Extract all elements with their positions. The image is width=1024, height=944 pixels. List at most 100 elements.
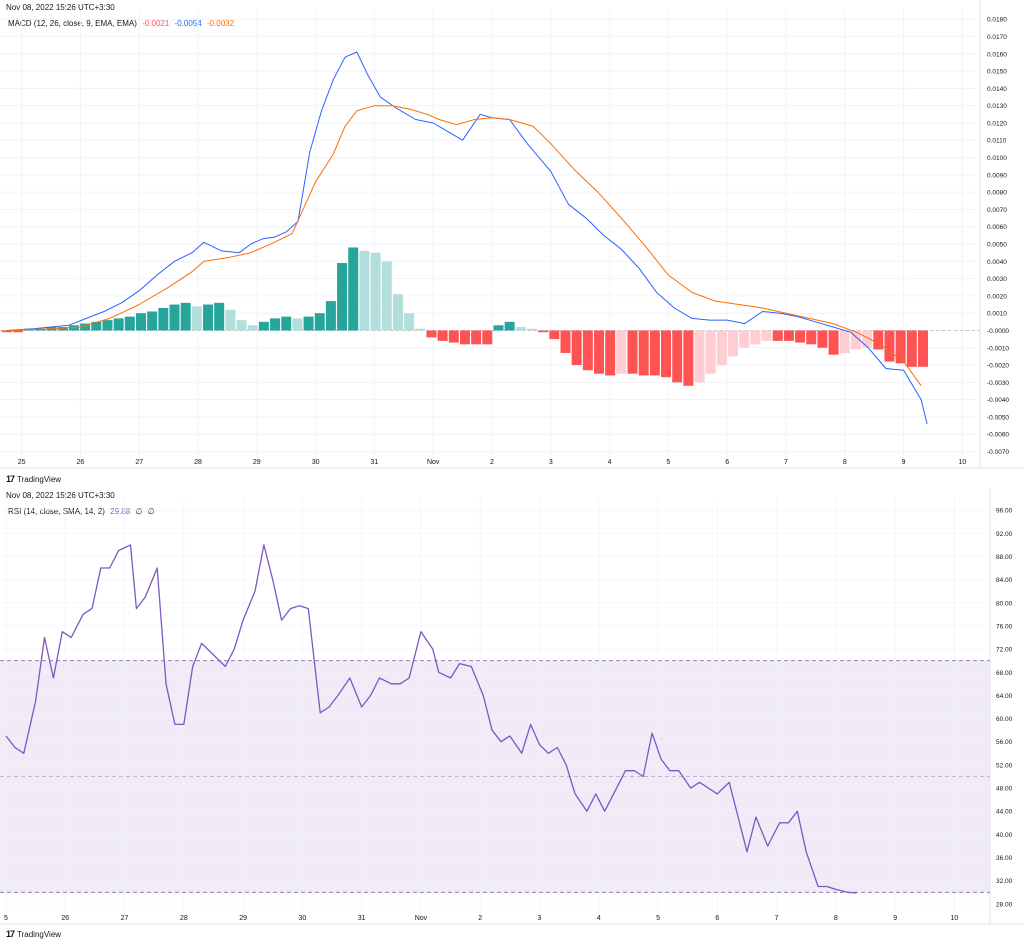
rsi-chart[interactable]: 96.00 92.00 88.00 84.00 80.00 76.00 72.00 68.00… (0, 488, 1024, 944)
rsi-x-tick-label: 5 (656, 915, 660, 922)
macd-x-tick-label: 8 (843, 459, 847, 466)
tradingview-logo-icon: 17 (6, 474, 15, 484)
macd-y-tick-label: -0.0060 (987, 432, 1009, 439)
macd-histogram-bar (113, 318, 124, 331)
macd-histogram-bar (772, 330, 783, 341)
macd-histogram-bar (191, 306, 202, 331)
macd-histogram-value: -0.0021 (142, 19, 170, 28)
macd-histogram-bar (739, 330, 750, 348)
rsi-y-tick-label: 60.00 (996, 716, 1013, 723)
macd-histogram-bar (716, 330, 727, 366)
rsi-brand: 17 TradingView (6, 929, 61, 939)
macd-legend-label: MACD (12, 26, close, 9, EMA, EMA) (8, 19, 137, 28)
macd-histogram-bar (180, 302, 191, 331)
rsi-x-tick-label: 7 (775, 915, 779, 922)
macd-y-tick-label: 0.0050 (987, 242, 1007, 249)
macd-y-tick-label: 0.0090 (987, 172, 1007, 179)
rsi-x-tick-label: 27 (121, 915, 129, 922)
macd-histogram-bar (761, 330, 772, 341)
macd-histogram-bar (482, 330, 493, 345)
macd-histogram-bar (873, 330, 884, 350)
macd-histogram-bar (135, 313, 146, 331)
macd-histogram-bar (392, 294, 403, 331)
macd-histogram-bar (839, 330, 850, 353)
macd-histogram-bar (57, 327, 68, 331)
macd-y-tick-label: 0.0070 (987, 207, 1007, 214)
macd-y-tick-label: 0.0110 (987, 138, 1007, 145)
macd-x-tick-label: 6 (725, 459, 729, 466)
rsi-y-tick-label: 64.00 (996, 693, 1013, 700)
macd-y-tick-label: 0.0170 (987, 34, 1007, 41)
macd-histogram-bar (13, 330, 24, 333)
rsi-y-tick-label: 40.00 (996, 832, 1013, 839)
rsi-panel[interactable]: Nov 08, 2022 15:26 UTC+3:30 RSI (14, clo… (0, 488, 1024, 944)
macd-y-tick-label: -0.0040 (987, 397, 1009, 404)
macd-x-tick-label: 30 (312, 459, 320, 466)
macd-histogram-bar (694, 330, 705, 383)
rsi-x-tick-label: 26 (61, 915, 69, 922)
macd-y-tick-label: 0.0100 (987, 155, 1007, 162)
macd-histogram-bar (705, 330, 716, 374)
rsi-x-tick-label: 5 (4, 915, 8, 922)
macd-y-tick-label: 0.0010 (987, 311, 1007, 318)
macd-histogram-bar (627, 330, 638, 374)
rsi-y-tick-label: 36.00 (996, 855, 1013, 862)
rsi-y-tick-label: 44.00 (996, 809, 1013, 816)
macd-histogram-bar (571, 330, 582, 366)
macd-histogram-bar (850, 330, 861, 350)
macd-histogram-bar (459, 330, 470, 345)
rsi-y-tick-label: 68.00 (996, 670, 1013, 677)
rsi-brand-label: TradingView (17, 929, 62, 939)
macd-y-tick-label: 0.0080 (987, 190, 1007, 197)
rsi-x-tick-label: 29 (239, 915, 247, 922)
macd-panel[interactable]: Nov 08, 2022 15:26 UTC+3:30 MACD (12, 26… (0, 0, 1024, 490)
macd-y-tick-label: 0.0180 (987, 17, 1007, 24)
macd-line-value: -0.0054 (174, 19, 202, 28)
rsi-value: 29.88 (110, 507, 131, 516)
macd-histogram-bar (203, 304, 214, 331)
macd-histogram-bar (314, 313, 325, 331)
rsi-y-tick-label: 92.00 (996, 531, 1013, 538)
macd-histogram-bar (817, 330, 828, 348)
macd-y-tick-label: 0.0140 (987, 86, 1007, 93)
macd-x-tick-label: 29 (253, 459, 261, 466)
macd-histogram-bar (247, 325, 258, 331)
macd-histogram-bar (605, 330, 616, 376)
rsi-legend-label: RSI (14, close, SMA, 14, 2) (8, 507, 105, 516)
macd-histogram-bar (728, 330, 739, 357)
macd-histogram-bar (526, 328, 537, 331)
macd-histogram-bar (493, 325, 504, 331)
rsi-timestamp: Nov 08, 2022 15:26 UTC+3:30 (6, 491, 115, 500)
rsi-x-tick-label: 8 (834, 915, 838, 922)
rsi-y-tick-label: 72.00 (996, 647, 1013, 654)
macd-legend[interactable]: MACD (12, 26, close, 9, EMA, EMA) -0.002… (8, 19, 237, 28)
macd-histogram-bar (594, 330, 605, 374)
macd-x-tick-label: 25 (18, 459, 26, 466)
macd-y-tick-label: 0.0060 (987, 224, 1007, 231)
macd-histogram-bar (750, 330, 761, 345)
macd-histogram-bar (884, 330, 895, 362)
macd-histogram-bar (538, 330, 549, 333)
rsi-extra-1: ∅ (135, 507, 143, 516)
macd-x-tick-label: 28 (194, 459, 202, 466)
rsi-y-tick-label: 80.00 (996, 600, 1013, 607)
macd-histogram-bar (448, 330, 459, 343)
macd-histogram-bar (560, 330, 571, 353)
macd-y-tick-label: 0.0160 (987, 51, 1007, 58)
rsi-x-tick-label: 30 (298, 915, 306, 922)
rsi-line (5, 544, 857, 894)
macd-histogram-bar (895, 330, 906, 364)
macd-histogram-bar (281, 316, 292, 331)
macd-timestamp: Nov 08, 2022 15:26 UTC+3:30 (6, 3, 115, 12)
rsi-legend[interactable]: RSI (14, close, SMA, 14, 2) 29.88 ∅ ∅ (8, 507, 158, 516)
macd-y-tick-label: 0.0120 (987, 120, 1007, 127)
macd-histogram-bar (917, 330, 928, 367)
macd-histogram-bar (471, 330, 482, 345)
macd-histogram-bar (426, 330, 437, 338)
macd-chart[interactable]: 0.0180 0.0170 0.0160 0.0150 0.0140 0.0130 0.01… (0, 0, 1024, 490)
macd-histogram-bar (270, 318, 281, 331)
macd-x-tick-label: 7 (784, 459, 788, 466)
rsi-y-tick-label: 84.00 (996, 577, 1013, 584)
macd-histogram-bar (214, 302, 225, 331)
macd-x-tick-label: 9 (902, 459, 906, 466)
